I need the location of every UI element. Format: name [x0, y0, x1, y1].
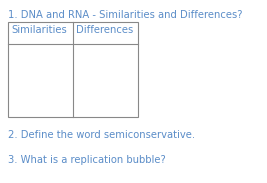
Bar [8, 22, 138, 117]
Text: 2. Define the word semiconservative.: 2. Define the word semiconservative. [8, 130, 195, 140]
Text: Similarities: Similarities [11, 25, 67, 35]
Text: 3. What is a replication bubble?: 3. What is a replication bubble? [8, 155, 166, 165]
Text: Differences: Differences [76, 25, 133, 35]
Text: 1. DNA and RNA - Similarities and Differences?: 1. DNA and RNA - Similarities and Differ… [8, 10, 242, 20]
